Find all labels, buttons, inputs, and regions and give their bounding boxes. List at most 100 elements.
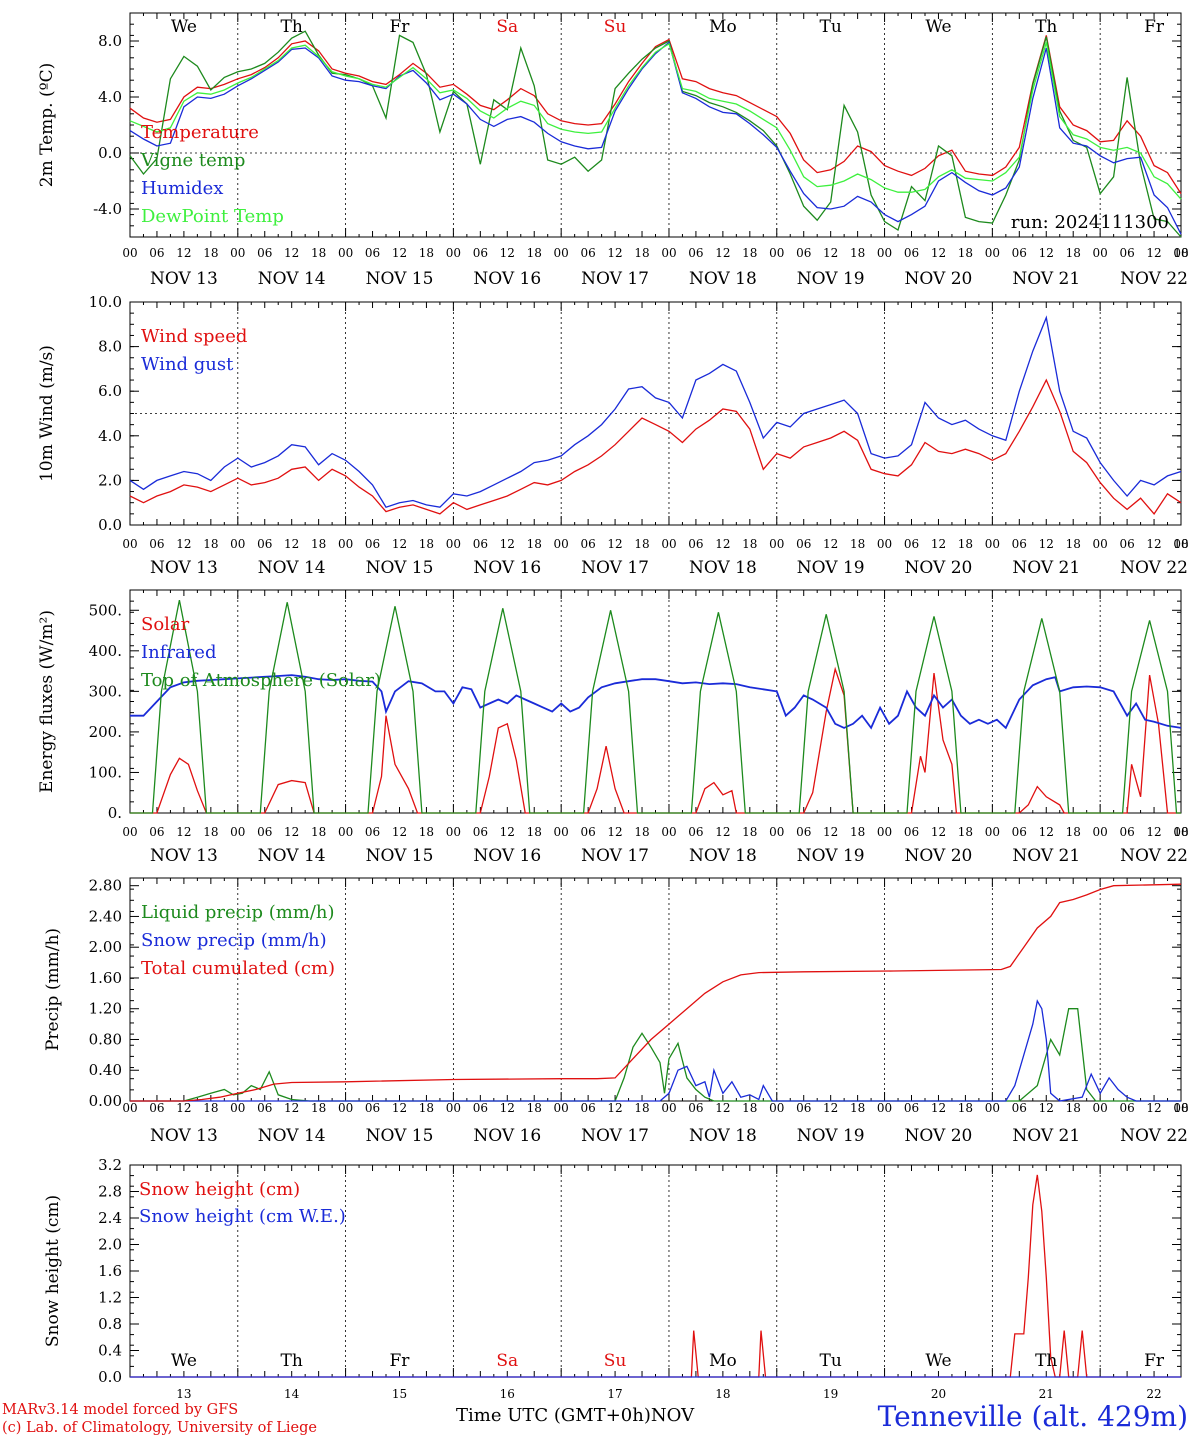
legend-entry: Temperature	[141, 122, 259, 143]
hour-label: 00	[230, 1101, 245, 1115]
y-tick-label: 0.4	[98, 1342, 122, 1360]
date-label: NOV 19	[797, 1126, 865, 1146]
date-label: NOV 22	[1120, 269, 1188, 289]
hour-label: 12	[392, 825, 407, 839]
date-label: NOV 20	[905, 269, 973, 289]
hour-label: 18	[958, 537, 973, 551]
y-tick-label: 1.6	[98, 1262, 122, 1280]
y-tick-label: 0.8	[98, 1315, 122, 1333]
y-tick-label: 100.	[89, 763, 122, 781]
hour-label: 06	[796, 537, 811, 551]
legend-entry: Snow precip (mm/h)	[141, 930, 327, 951]
hour-label: 12	[176, 1101, 191, 1115]
y-axis-label: 2m Temp. (ºC)	[37, 63, 57, 188]
hour-label: 06	[904, 537, 919, 551]
hour-label: 00	[1173, 537, 1188, 551]
series-line-infrared	[130, 674, 1182, 730]
hour-label: 06	[796, 246, 811, 260]
hour-label: 00	[661, 1101, 676, 1115]
weekday-label: We	[925, 1351, 951, 1371]
hour-label: 06	[688, 537, 703, 551]
hour-label: 06	[365, 1101, 380, 1115]
y-tick-label: 0.80	[89, 1030, 122, 1048]
date-label: NOV 14	[258, 1126, 326, 1146]
date-label: NOV 21	[1012, 558, 1080, 578]
series-line-humidex	[129, 41, 1182, 235]
hour-label: 12	[284, 1101, 299, 1115]
y-axis-label: 10m Wind (m/s)	[37, 345, 57, 482]
hour-label: 12	[715, 537, 730, 551]
weekday-label: Fr	[1144, 17, 1165, 37]
y-tick-label: 2.80	[89, 877, 122, 895]
hour-label: 00	[122, 1101, 137, 1115]
hour-label: 18	[958, 1101, 973, 1115]
hour-label: 18	[419, 1101, 434, 1115]
y-tick-label: 2.0	[98, 1236, 122, 1254]
hour-label: 12	[715, 1101, 730, 1115]
hour-label: 00	[338, 246, 353, 260]
date-label: NOV 22	[1120, 558, 1188, 578]
hour-label: 00	[661, 825, 676, 839]
hour-label: 12	[931, 246, 946, 260]
day-number-label: 21	[1039, 1387, 1054, 1401]
hour-label: 18	[634, 537, 649, 551]
model-credit: MARv3.14 model forced by GFS (c) Lab. of…	[2, 1401, 317, 1437]
hour-label: 00	[661, 246, 676, 260]
hour-label: 18	[742, 825, 757, 839]
hour-label: 12	[1039, 1101, 1054, 1115]
hour-label: 12	[500, 537, 515, 551]
hour-label: 12	[1146, 1101, 1161, 1115]
y-tick-label: 10.0	[89, 293, 122, 311]
date-label: NOV 21	[1012, 846, 1080, 866]
hour-label: 18	[958, 246, 973, 260]
hour-label: 18	[634, 246, 649, 260]
hour-label: 06	[365, 537, 380, 551]
legend-entry: Liquid precip (mm/h)	[141, 902, 335, 923]
y-tick-label: 0.	[108, 804, 122, 822]
date-label: NOV 21	[1012, 269, 1080, 289]
hour-label: 00	[338, 825, 353, 839]
weekday-label: We	[925, 17, 951, 37]
hour-label: 12	[176, 246, 191, 260]
hour-label: 00	[877, 537, 892, 551]
hour-label: 12	[1146, 825, 1161, 839]
y-axis-label: Snow height (cm)	[43, 1195, 63, 1347]
hour-label: 00	[446, 537, 461, 551]
hour-label: 18	[1066, 1101, 1081, 1115]
date-label: NOV 15	[366, 1126, 434, 1146]
date-label: NOV 15	[366, 269, 434, 289]
series-line-temperature	[129, 35, 1182, 194]
panel-5: 0.0 0.4 0.8 1.2 1.6 2.0 2.4 2.8 3.2 Snow height (…	[43, 1156, 1182, 1401]
date-label: NOV 15	[366, 846, 434, 866]
hour-label: 12	[931, 1101, 946, 1115]
date-label: NOV 19	[797, 558, 865, 578]
weekday-label: Su	[604, 17, 627, 37]
y-tick-label: 8.0	[98, 338, 122, 356]
hour-label: 06	[1012, 825, 1027, 839]
hour-label: 12	[607, 246, 622, 260]
date-label: NOV 20	[905, 846, 973, 866]
hour-label: 06	[1119, 1101, 1134, 1115]
hour-label: 06	[688, 246, 703, 260]
y-tick-label: 0.0	[98, 1368, 122, 1386]
hour-label: 00	[446, 825, 461, 839]
hour-label: 12	[176, 537, 191, 551]
day-number-label: 20	[931, 1387, 946, 1401]
hour-label: 06	[1012, 1101, 1027, 1115]
legend-entry: Snow height (cm W.E.)	[139, 1206, 346, 1227]
hour-label: 06	[257, 825, 272, 839]
y-tick-label: 0.40	[89, 1061, 122, 1079]
hour-label: 00	[554, 825, 569, 839]
hour-label: 00	[554, 246, 569, 260]
date-label: NOV 14	[258, 558, 326, 578]
y-tick-label: 1.20	[89, 1000, 122, 1018]
x-axis-label: Time UTC (GMT+0h)NOV	[456, 1405, 694, 1426]
y-tick-label: 8.0	[98, 32, 122, 50]
y-tick-label: 2.00	[89, 938, 122, 956]
hour-label: 00	[985, 537, 1000, 551]
y-tick-label: 2.8	[98, 1183, 122, 1201]
weekday-label: Sa	[496, 1351, 518, 1371]
y-tick-label: 2.0	[98, 471, 122, 489]
hour-label: 00	[122, 537, 137, 551]
hour-label: 18	[742, 1101, 757, 1115]
